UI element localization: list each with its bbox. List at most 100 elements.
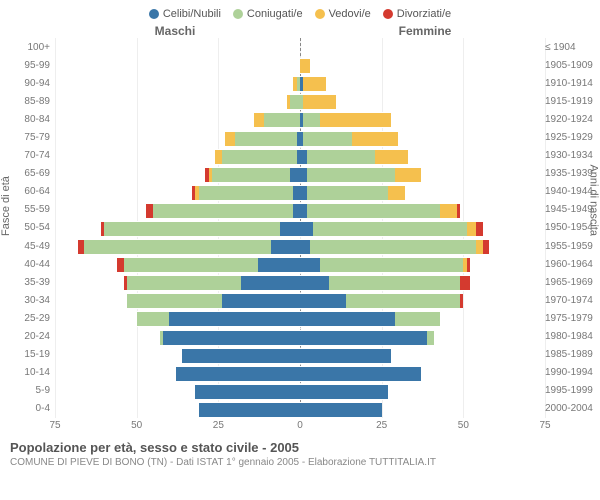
bar-segment: [258, 257, 300, 273]
male-bar: [55, 58, 300, 72]
birth-year-label: 1950-1954: [545, 222, 600, 233]
birth-year-label: 1905-1909: [545, 60, 600, 71]
female-bar: [300, 185, 545, 199]
legend-item: Celibi/Nubili: [149, 8, 221, 20]
bar-segment: [307, 167, 395, 183]
male-bar: [55, 221, 300, 235]
bar-segment: [199, 402, 300, 418]
x-tick: 50: [131, 420, 142, 431]
male-bar: [55, 185, 300, 199]
male-bar: [55, 275, 300, 289]
age-label: 5-9: [5, 385, 50, 396]
male-bar: [55, 293, 300, 307]
birth-year-label: 1975-1979: [545, 313, 600, 324]
female-bar: [300, 221, 545, 235]
bar-segment: [300, 293, 346, 309]
age-label: 25-29: [5, 313, 50, 324]
legend-swatch: [233, 9, 243, 19]
bar-segment: [127, 293, 222, 309]
bar-segment: [163, 330, 300, 346]
bar-segment: [300, 348, 391, 364]
females-header: Femmine: [300, 24, 600, 38]
age-label: 80-84: [5, 114, 50, 125]
caption: Popolazione per età, sesso e stato civil…: [10, 440, 590, 468]
bar-segment: [300, 58, 310, 74]
female-bar: [300, 58, 545, 72]
female-bar: [300, 112, 545, 126]
bar-segment: [460, 293, 463, 309]
male-bar: [55, 167, 300, 181]
age-label: 15-19: [5, 349, 50, 360]
bar-segment: [300, 221, 313, 237]
pyramid-row: 40-441960-1964: [55, 255, 545, 273]
birth-year-label: 1965-1969: [545, 277, 600, 288]
male-bar: [55, 330, 300, 344]
bar-segment: [310, 239, 477, 255]
pyramid-row: 10-141990-1994: [55, 364, 545, 382]
pyramid-row: 85-891915-1919: [55, 92, 545, 110]
birth-year-label: 1970-1974: [545, 295, 600, 306]
female-bar: [300, 402, 545, 416]
birth-year-label: 1960-1964: [545, 259, 600, 270]
bar-segment: [320, 112, 392, 128]
pyramid-row: 20-241980-1984: [55, 328, 545, 346]
pyramid-row: 55-591945-1949: [55, 201, 545, 219]
bar-segment: [254, 112, 264, 128]
birth-year-label: 1910-1914: [545, 78, 600, 89]
bar-segment: [388, 185, 404, 201]
bar-segment: [313, 221, 467, 237]
side-headers: Maschi Femmine: [0, 24, 600, 38]
bar-segment: [241, 275, 300, 291]
x-axis: 7550250255075: [55, 420, 545, 434]
bar-segment: [320, 257, 464, 273]
pyramid-row: 5-91995-1999: [55, 382, 545, 400]
pyramid-row: 95-991905-1909: [55, 56, 545, 74]
bar-segment: [182, 348, 300, 364]
pyramid-row: 35-391965-1969: [55, 273, 545, 291]
male-bar: [55, 366, 300, 380]
bar-segment: [303, 131, 352, 147]
bar-segment: [235, 131, 297, 147]
age-label: 30-34: [5, 295, 50, 306]
bar-segment: [307, 185, 389, 201]
bar-segment: [460, 275, 470, 291]
birth-year-label: 1995-1999: [545, 385, 600, 396]
female-bar: [300, 40, 545, 54]
birth-year-label: 1955-1959: [545, 241, 600, 252]
birth-year-label: ≤ 1904: [545, 42, 600, 53]
female-bar: [300, 384, 545, 398]
female-bar: [300, 366, 545, 380]
birth-year-label: 1920-1924: [545, 114, 600, 125]
pyramid-row: 45-491955-1959: [55, 237, 545, 255]
age-label: 70-74: [5, 150, 50, 161]
birth-year-label: 1945-1949: [545, 204, 600, 215]
birth-year-label: 1985-1989: [545, 349, 600, 360]
bar-segment: [467, 221, 477, 237]
x-tick: 50: [458, 420, 469, 431]
legend-item: Coniugati/e: [233, 8, 303, 20]
x-tick: 0: [297, 420, 303, 431]
female-bar: [300, 330, 545, 344]
male-bar: [55, 131, 300, 145]
bar-segment: [303, 76, 326, 92]
bar-segment: [395, 311, 441, 327]
male-bar: [55, 40, 300, 54]
age-label: 75-79: [5, 132, 50, 143]
bar-segment: [176, 366, 300, 382]
female-bar: [300, 311, 545, 325]
bar-segment: [467, 257, 470, 273]
bar-segment: [476, 221, 483, 237]
caption-subtitle: COMUNE DI PIEVE DI BONO (TN) - Dati ISTA…: [10, 457, 590, 468]
age-label: 60-64: [5, 186, 50, 197]
age-label: 10-14: [5, 367, 50, 378]
bar-segment: [300, 257, 320, 273]
birth-year-label: 1940-1944: [545, 186, 600, 197]
male-bar: [55, 94, 300, 108]
bar-segment: [222, 149, 297, 165]
bar-segment: [104, 221, 280, 237]
bar-segment: [300, 402, 382, 418]
bar-segment: [199, 185, 294, 201]
bar-segment: [300, 384, 388, 400]
age-label: 65-69: [5, 168, 50, 179]
x-tick: 25: [376, 420, 387, 431]
